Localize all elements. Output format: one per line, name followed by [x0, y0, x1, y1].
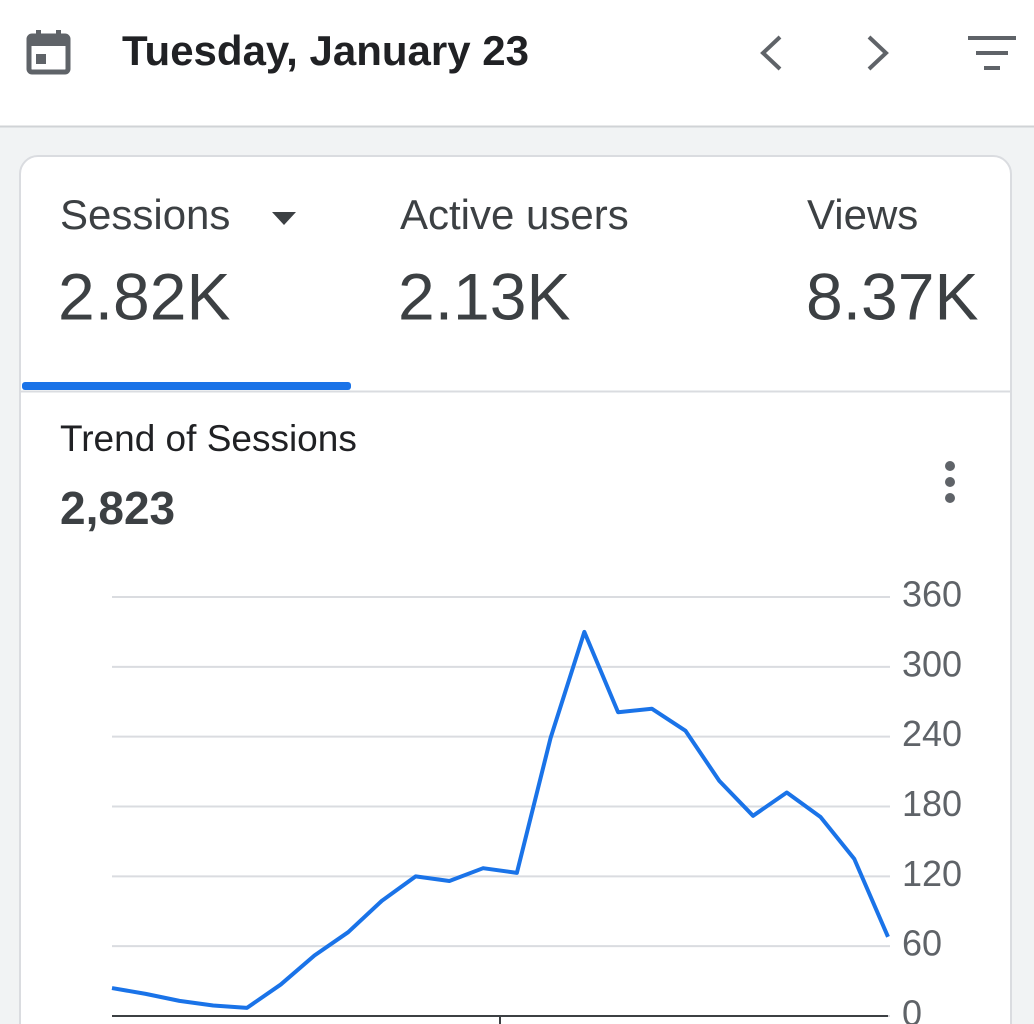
header-bar: [0, 0, 1034, 126]
selected-tab-indicator: [22, 382, 351, 390]
y-tick-label: 300: [902, 643, 962, 684]
tab[interactable]: Sessions 2.82K: [58, 191, 296, 333]
y-tick-label: 180: [902, 783, 962, 824]
chart: 0 60 120 180 240 300 360: [111, 574, 962, 1024]
line-series: [111, 629, 890, 1010]
y-tick-label: 240: [902, 713, 962, 754]
card-total: 2,823: [60, 482, 175, 534]
more-menu[interactable]: [945, 461, 955, 503]
tab-label: Sessions: [60, 191, 230, 238]
y-tick-label: 120: [902, 853, 962, 894]
y-tick-label: 60: [902, 923, 942, 964]
calendar-icon[interactable]: [26, 30, 71, 75]
tab-label: Views: [807, 191, 918, 238]
tab-value: 2.82K: [58, 259, 230, 333]
tab-value: 8.37K: [806, 259, 978, 333]
tab[interactable]: Active users 2.13K: [398, 191, 629, 333]
card-title: Trend of Sessions: [60, 418, 357, 459]
y-tick-label: 0: [902, 993, 922, 1024]
dropdown-icon[interactable]: [272, 212, 296, 225]
tab-value: 2.13K: [398, 259, 570, 333]
next-button[interactable]: [867, 35, 889, 71]
y-tick-label: 360: [902, 574, 962, 615]
tab[interactable]: Views 8.37K: [806, 191, 978, 333]
tab-label: Active users: [400, 191, 629, 238]
date-title: Tuesday, January 23: [122, 27, 529, 74]
prev-button[interactable]: [760, 35, 782, 71]
filter-button[interactable]: [968, 36, 1016, 70]
